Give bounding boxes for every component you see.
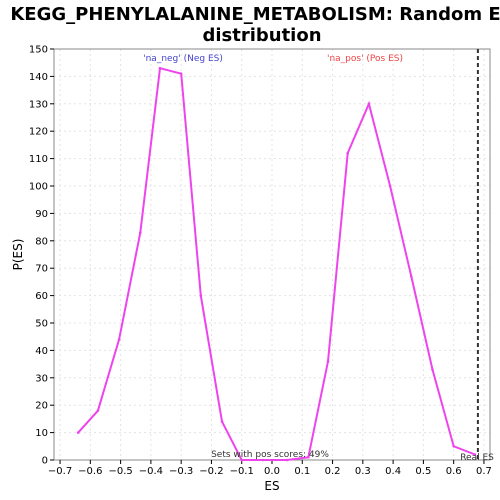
x-tick-label: 0.6 — [446, 466, 462, 477]
data-point — [220, 420, 224, 423]
x-tick-label: 0.3 — [355, 466, 371, 477]
x-tick-label: −0.2 — [199, 466, 223, 477]
y-axis-label: P(ES) — [11, 239, 25, 271]
y-tick-label: 130 — [29, 99, 48, 110]
neg-set-annotation: 'na_neg' (Neg ES) — [143, 54, 223, 64]
y-axis-ticks: 0 10 20 30 40 50 60 70 80 90 100 110 120 130 140 150 — [29, 45, 54, 467]
x-axis-label: ES — [264, 479, 279, 493]
y-tick-label: 10 — [35, 428, 48, 439]
data-point — [326, 360, 330, 363]
y-tick-label: 100 — [29, 182, 48, 193]
chart-title-line-1: KEGG_PHENYLALANINE_METABOLISM: Random ES — [10, 4, 500, 25]
x-tick-label: −0.5 — [108, 466, 132, 477]
data-point — [199, 294, 203, 297]
data-point — [158, 66, 162, 70]
y-tick-label: 120 — [29, 127, 48, 138]
y-tick-label: 110 — [29, 154, 48, 165]
y-tick-label: 70 — [35, 264, 48, 275]
x-tick-label: 0.2 — [325, 466, 341, 477]
chart-title-line-2: distribution — [202, 25, 321, 46]
x-tick-label: 0.7 — [476, 466, 492, 477]
data-point — [473, 453, 477, 456]
x-tick-label: 0.0 — [264, 466, 280, 477]
data-point — [367, 102, 371, 106]
y-tick-label: 140 — [29, 72, 48, 83]
real-es-label: Real ES — [460, 453, 494, 463]
data-point — [346, 151, 349, 155]
series-points — [76, 66, 477, 462]
y-tick-label: 90 — [35, 209, 48, 220]
data-point — [307, 455, 310, 459]
pos-set-annotation: 'na_pos' (Pos ES) — [327, 54, 403, 64]
x-tick-label: 0.4 — [385, 466, 401, 477]
x-tick-label: 0.5 — [415, 466, 431, 477]
data-point — [76, 431, 80, 434]
data-point — [388, 184, 392, 188]
pos-scores-annotation: Sets with pos scores: 49% — [211, 450, 329, 460]
data-point — [452, 445, 455, 448]
x-tick-label: −0.7 — [48, 466, 72, 477]
data-point — [285, 458, 289, 462]
y-tick-label: 0 — [42, 456, 48, 467]
data-point — [96, 409, 100, 412]
y-tick-label: 20 — [35, 401, 48, 412]
x-tick-label: −0.4 — [139, 466, 163, 477]
x-tick-label: −0.1 — [230, 466, 254, 477]
y-tick-label: 50 — [35, 319, 48, 330]
x-tick-label: 0.1 — [294, 466, 310, 477]
grid-lines — [54, 49, 490, 460]
y-tick-label: 40 — [35, 346, 48, 357]
data-point — [409, 275, 413, 278]
data-point — [117, 338, 121, 341]
x-tick-label: −0.3 — [169, 466, 193, 477]
y-tick-label: 30 — [35, 373, 48, 384]
x-axis-ticks: −0.7 −0.6 −0.5 −0.4 −0.3 −0.2 −0.1 0.0 0.1 0.2 0.3… — [48, 460, 492, 477]
y-tick-label: 150 — [29, 45, 48, 56]
data-point — [179, 72, 183, 75]
data-point — [261, 458, 265, 462]
y-tick-label: 80 — [35, 236, 48, 247]
data-point — [138, 231, 142, 234]
series-line — [77, 66, 476, 461]
x-tick-label: −0.6 — [78, 466, 102, 477]
data-point — [431, 368, 434, 371]
data-point — [240, 458, 244, 462]
y-tick-label: 60 — [35, 291, 48, 302]
